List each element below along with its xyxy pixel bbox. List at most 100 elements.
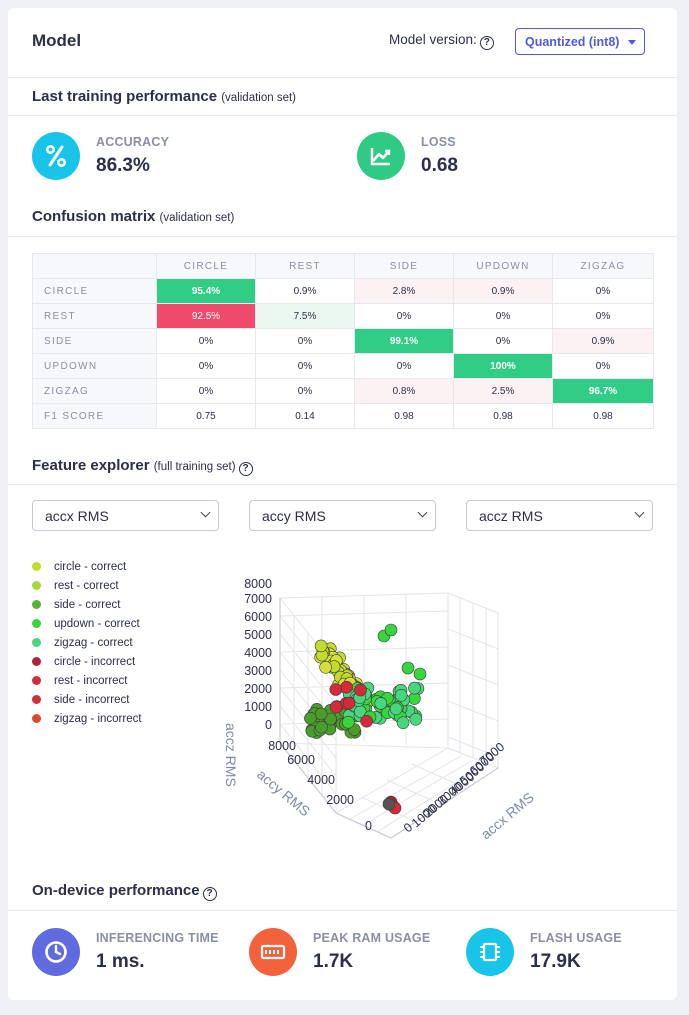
matrix-cell: 0% [552,353,654,379]
z-axis-select[interactable]: accz RMS [466,500,653,531]
x-axis-select[interactable]: accx RMS [32,500,219,531]
chevron-down-icon [200,507,211,518]
scatter-point [329,683,343,696]
matrix-corner [32,253,157,279]
help-icon[interactable] [238,462,253,476]
training-section-title: Last training performance (validation se… [32,88,297,105]
matrix-cell: 0% [255,353,355,379]
legend-item[interactable]: circle - incorrect [32,656,142,675]
legend-item[interactable]: zigzag - correct [32,637,142,656]
svg-text:0: 0 [265,718,272,732]
matrix-row: CIRCLE 95.4% 0.9% 2.8% 0.9% 0% [32,278,654,304]
divider [8,484,677,485]
chevron-down-icon [634,507,645,518]
matrix-row: REST 92.5% 7.5% 0% 0% 0% [32,303,654,329]
legend-item[interactable]: rest - incorrect [32,675,142,694]
legend-marker [32,562,41,571]
scatter-points [304,623,427,815]
matrix-row: ZIGZAG 0% 0% 0.8% 2.5% 96.7% [32,378,654,404]
legend-item[interactable]: updown - correct [32,618,142,637]
matrix-header-row: CIRCLE REST SIDE UPDOWN ZIGZAG [32,253,654,279]
matrix-col-header: SIDE [354,253,454,279]
x-axis-title: accx RMS [478,789,537,842]
svg-text:3000: 3000 [244,664,272,678]
scatter-point [409,713,423,726]
matrix-cell: 2.8% [354,278,454,304]
matrix-cell: 0.14 [255,403,355,429]
matrix-cell: 0.9% [453,278,553,304]
confusion-section-title: Confusion matrix (validation set) [32,208,235,225]
legend-marker [32,657,41,666]
scatter-point [396,716,410,729]
confusion-matrix: CIRCLE REST SIDE UPDOWN ZIGZAG CIRCLE 95… [32,253,654,429]
svg-text:2000: 2000 [326,793,354,807]
matrix-cell: 0.75 [156,403,256,429]
matrix-cell: 100% [453,353,553,379]
divider [8,115,677,116]
help-icon[interactable] [479,36,494,50]
legend-marker [32,638,41,647]
legend-item[interactable]: circle - correct [32,561,142,580]
scatter-point [342,715,355,729]
matrix-cell: 2.5% [453,378,553,404]
y-tick-labels: 0 2000 4000 6000 8000 [268,739,372,833]
matrix-cell: 0.98 [552,403,654,429]
scatter-point [314,707,328,721]
trend-chart-icon [357,132,405,180]
legend-marker [32,619,41,628]
z-axis-title: accz RMS [223,723,239,787]
caret-down-icon [628,40,636,45]
legend-marker [32,581,41,590]
explorer-section-title: Feature explorer (full training set) [32,457,253,476]
scatter-point [401,661,415,675]
matrix-cell: 0.98 [453,403,553,429]
matrix-cell: 0.9% [255,278,355,304]
scatter-point [304,712,317,725]
scatter-point [389,702,403,716]
percent-icon [32,132,80,180]
divider [8,910,677,911]
help-icon[interactable] [202,887,217,901]
matrix-cell: 0% [354,353,454,379]
inferencing-time-label: INFERENCING TIME [96,931,219,945]
feature-3d-plot[interactable]: 0 1000 2000 3000 4000 5000 6000 7000 800… [198,568,538,858]
device-section-title: On-device performance [32,882,217,901]
legend-marker [32,695,41,704]
matrix-row-header: CIRCLE [32,278,157,304]
svg-text:5000: 5000 [244,628,272,642]
plot-axes [279,598,499,839]
scatter-point [394,689,408,702]
svg-text:6000: 6000 [287,753,315,767]
legend-item[interactable]: side - correct [32,599,142,618]
svg-text:8000: 8000 [268,739,296,753]
matrix-cell: 0.8% [354,378,454,404]
scatter-point [408,692,421,705]
flash-usage-label: FLASH USAGE [530,931,622,945]
y-axis-select[interactable]: accy RMS [249,500,436,531]
scatter-point [342,696,356,710]
z-tick-labels: 0 1000 2000 3000 4000 5000 6000 7000 800… [244,577,272,732]
matrix-cell: 0.9% [552,328,654,354]
matrix-col-header: UPDOWN [453,253,553,279]
legend-marker [32,676,41,685]
accuracy-label: ACCURACY [96,135,170,149]
scatter-point [360,714,373,728]
matrix-cell: 0% [453,303,553,329]
matrix-col-header: ZIGZAG [552,253,654,279]
matrix-cell: 0% [156,328,256,354]
matrix-cell: 0% [255,328,355,354]
legend-item[interactable]: rest - correct [32,580,142,599]
matrix-cell: 0% [255,378,355,404]
matrix-row: UPDOWN 0% 0% 0% 100% 0% [32,353,654,379]
model-version-select[interactable]: Quantized (int8) [515,28,645,55]
legend-item[interactable]: zigzag - incorrect [32,713,142,732]
memory-icon [249,928,297,976]
scatter-point [319,661,332,674]
page-title: Model [32,31,82,50]
legend-item[interactable]: side - incorrect [32,694,142,713]
matrix-cell: 0% [552,278,654,304]
matrix-cell: 92.5% [156,303,256,329]
chevron-down-icon [417,507,428,518]
matrix-cell: 7.5% [255,303,355,329]
matrix-cell: 0% [156,378,256,404]
